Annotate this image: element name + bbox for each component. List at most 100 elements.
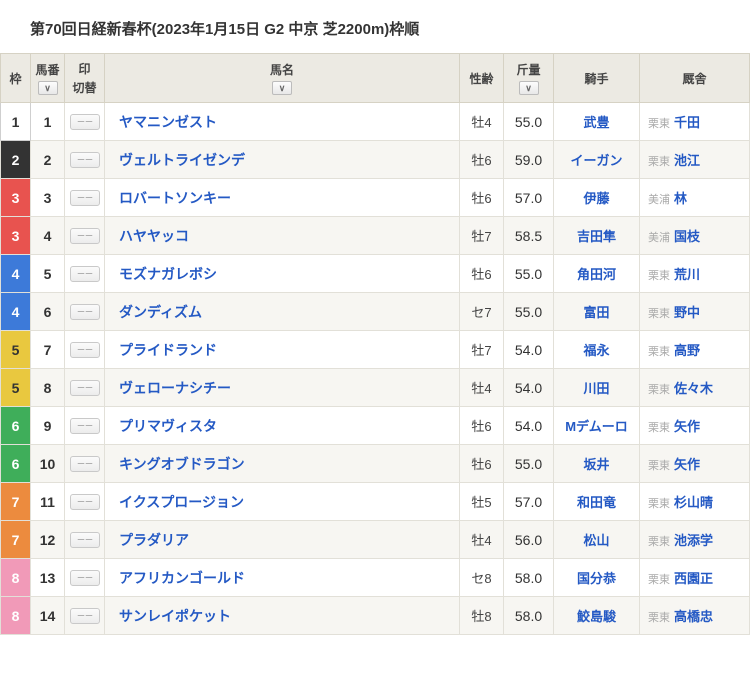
mark-select-icon[interactable]: －－ — [70, 608, 100, 624]
jockey-link[interactable]: 国分恭 — [577, 571, 616, 586]
sort-weight-icon[interactable]: ∨ — [519, 81, 539, 95]
trainer-link[interactable]: 千田 — [674, 115, 700, 130]
jockey-link[interactable]: 角田河 — [577, 267, 616, 282]
jockey-cell: 富田 — [554, 293, 640, 331]
mark-select-icon[interactable]: －－ — [70, 570, 100, 586]
jockey-link[interactable]: 吉田隼 — [577, 229, 616, 244]
jockey-link[interactable]: イーガン — [570, 153, 622, 168]
trainer-link[interactable]: 佐々木 — [674, 381, 713, 396]
header-horse[interactable]: 馬名 ∨ — [105, 54, 460, 103]
jockey-cell: 鮫島駿 — [554, 597, 640, 635]
mark-cell[interactable]: －－ — [65, 445, 105, 483]
horse-link[interactable]: ロバートソンキー — [119, 190, 231, 206]
trainer-link[interactable]: 野中 — [674, 305, 700, 320]
mark-select-icon[interactable]: －－ — [70, 342, 100, 358]
mark-cell[interactable]: －－ — [65, 255, 105, 293]
header-weight[interactable]: 斤量 ∨ — [504, 54, 554, 103]
trainer-link[interactable]: 高野 — [674, 343, 700, 358]
horse-link[interactable]: ヴェルトライゼンデ — [119, 152, 245, 168]
jockey-link[interactable]: 鮫島駿 — [577, 609, 616, 624]
jockey-cell: 松山 — [554, 521, 640, 559]
sex-age: 牡6 — [460, 407, 504, 445]
trainer-link[interactable]: 矢作 — [674, 419, 700, 434]
waku-cell: 4 — [1, 255, 31, 293]
header-sexage[interactable]: 性齢 — [460, 54, 504, 103]
trainer-link[interactable]: 杉山晴 — [674, 495, 713, 510]
trainer-link[interactable]: 国枝 — [674, 229, 700, 244]
jockey-link[interactable]: Mデムーロ — [565, 419, 628, 434]
mark-cell[interactable]: －－ — [65, 331, 105, 369]
horse-name-cell: サンレイポケット — [105, 597, 460, 635]
mark-select-icon[interactable]: －－ — [70, 532, 100, 548]
stable-cell: 栗東高橋忠 — [640, 597, 750, 635]
jockey-link[interactable]: 川田 — [583, 381, 609, 396]
jockey-link[interactable]: 武豊 — [583, 115, 609, 130]
stable-region: 美浦 — [648, 194, 670, 206]
mark-cell[interactable]: －－ — [65, 521, 105, 559]
mark-cell[interactable]: －－ — [65, 293, 105, 331]
stable-region: 栗東 — [648, 460, 670, 472]
jockey-link[interactable]: 富田 — [583, 305, 609, 320]
mark-select-icon[interactable]: －－ — [70, 266, 100, 282]
mark-select-icon[interactable]: －－ — [70, 418, 100, 434]
mark-select-icon[interactable]: －－ — [70, 228, 100, 244]
table-row: 69－－プリマヴィスタ牡654.0Mデムーロ栗東矢作 — [1, 407, 750, 445]
horse-name-cell: イクスプロージョン — [105, 483, 460, 521]
jockey-link[interactable]: 坂井 — [583, 457, 609, 472]
waku-cell: 2 — [1, 141, 31, 179]
mark-cell[interactable]: －－ — [65, 103, 105, 141]
waku-cell: 6 — [1, 407, 31, 445]
mark-select-icon[interactable]: －－ — [70, 114, 100, 130]
mark-cell[interactable]: －－ — [65, 141, 105, 179]
trainer-link[interactable]: 池江 — [674, 153, 700, 168]
mark-select-icon[interactable]: －－ — [70, 304, 100, 320]
horse-link[interactable]: ヤマニンゼスト — [119, 114, 217, 130]
mark-cell[interactable]: －－ — [65, 483, 105, 521]
horse-link[interactable]: ハヤヤッコ — [119, 228, 189, 244]
jockey-link[interactable]: 和田竜 — [577, 495, 616, 510]
horse-link[interactable]: プラダリア — [119, 532, 189, 548]
sort-num-icon[interactable]: ∨ — [38, 81, 58, 95]
mark-select-icon[interactable]: －－ — [70, 380, 100, 396]
mark-select-icon[interactable]: －－ — [70, 456, 100, 472]
mark-cell[interactable]: －－ — [65, 407, 105, 445]
table-row: 813－－アフリカンゴールドセ858.0国分恭栗東西園正 — [1, 559, 750, 597]
waku-cell: 7 — [1, 521, 31, 559]
header-mark[interactable]: 印 切替 — [65, 54, 105, 103]
trainer-link[interactable]: 林 — [674, 191, 687, 206]
stable-region: 栗東 — [648, 498, 670, 510]
horse-link[interactable]: プリマヴィスタ — [119, 418, 217, 434]
mark-cell[interactable]: －－ — [65, 179, 105, 217]
trainer-link[interactable]: 荒川 — [674, 267, 700, 282]
mark-select-icon[interactable]: －－ — [70, 190, 100, 206]
horse-link[interactable]: キングオブドラゴン — [119, 456, 245, 472]
trainer-link[interactable]: 西園正 — [674, 571, 713, 586]
jockey-link[interactable]: 伊藤 — [583, 191, 609, 206]
mark-cell[interactable]: －－ — [65, 217, 105, 255]
header-stable[interactable]: 厩舎 — [640, 54, 750, 103]
horse-link[interactable]: アフリカンゴールド — [119, 570, 245, 586]
horse-link[interactable]: サンレイポケット — [119, 608, 231, 624]
trainer-link[interactable]: 池添学 — [674, 533, 713, 548]
header-mark-sub[interactable]: 切替 — [69, 79, 100, 96]
header-waku[interactable]: 枠 — [1, 54, 31, 103]
handicap-weight: 57.0 — [504, 483, 554, 521]
handicap-weight: 55.0 — [504, 445, 554, 483]
header-jockey[interactable]: 騎手 — [554, 54, 640, 103]
horse-link[interactable]: イクスプロージョン — [119, 494, 244, 510]
sort-horse-icon[interactable]: ∨ — [272, 81, 292, 95]
mark-cell[interactable]: －－ — [65, 559, 105, 597]
jockey-link[interactable]: 福永 — [583, 343, 609, 358]
mark-select-icon[interactable]: －－ — [70, 494, 100, 510]
mark-cell[interactable]: －－ — [65, 597, 105, 635]
horse-link[interactable]: ヴェローナシチー — [119, 380, 231, 396]
horse-link[interactable]: モズナガレボシ — [119, 266, 217, 282]
horse-link[interactable]: プライドランド — [119, 342, 217, 358]
mark-cell[interactable]: －－ — [65, 369, 105, 407]
trainer-link[interactable]: 矢作 — [674, 457, 700, 472]
jockey-link[interactable]: 松山 — [583, 533, 609, 548]
header-num[interactable]: 馬番 ∨ — [31, 54, 65, 103]
horse-link[interactable]: ダンディズム — [119, 304, 202, 320]
mark-select-icon[interactable]: －－ — [70, 152, 100, 168]
trainer-link[interactable]: 高橋忠 — [674, 609, 713, 624]
